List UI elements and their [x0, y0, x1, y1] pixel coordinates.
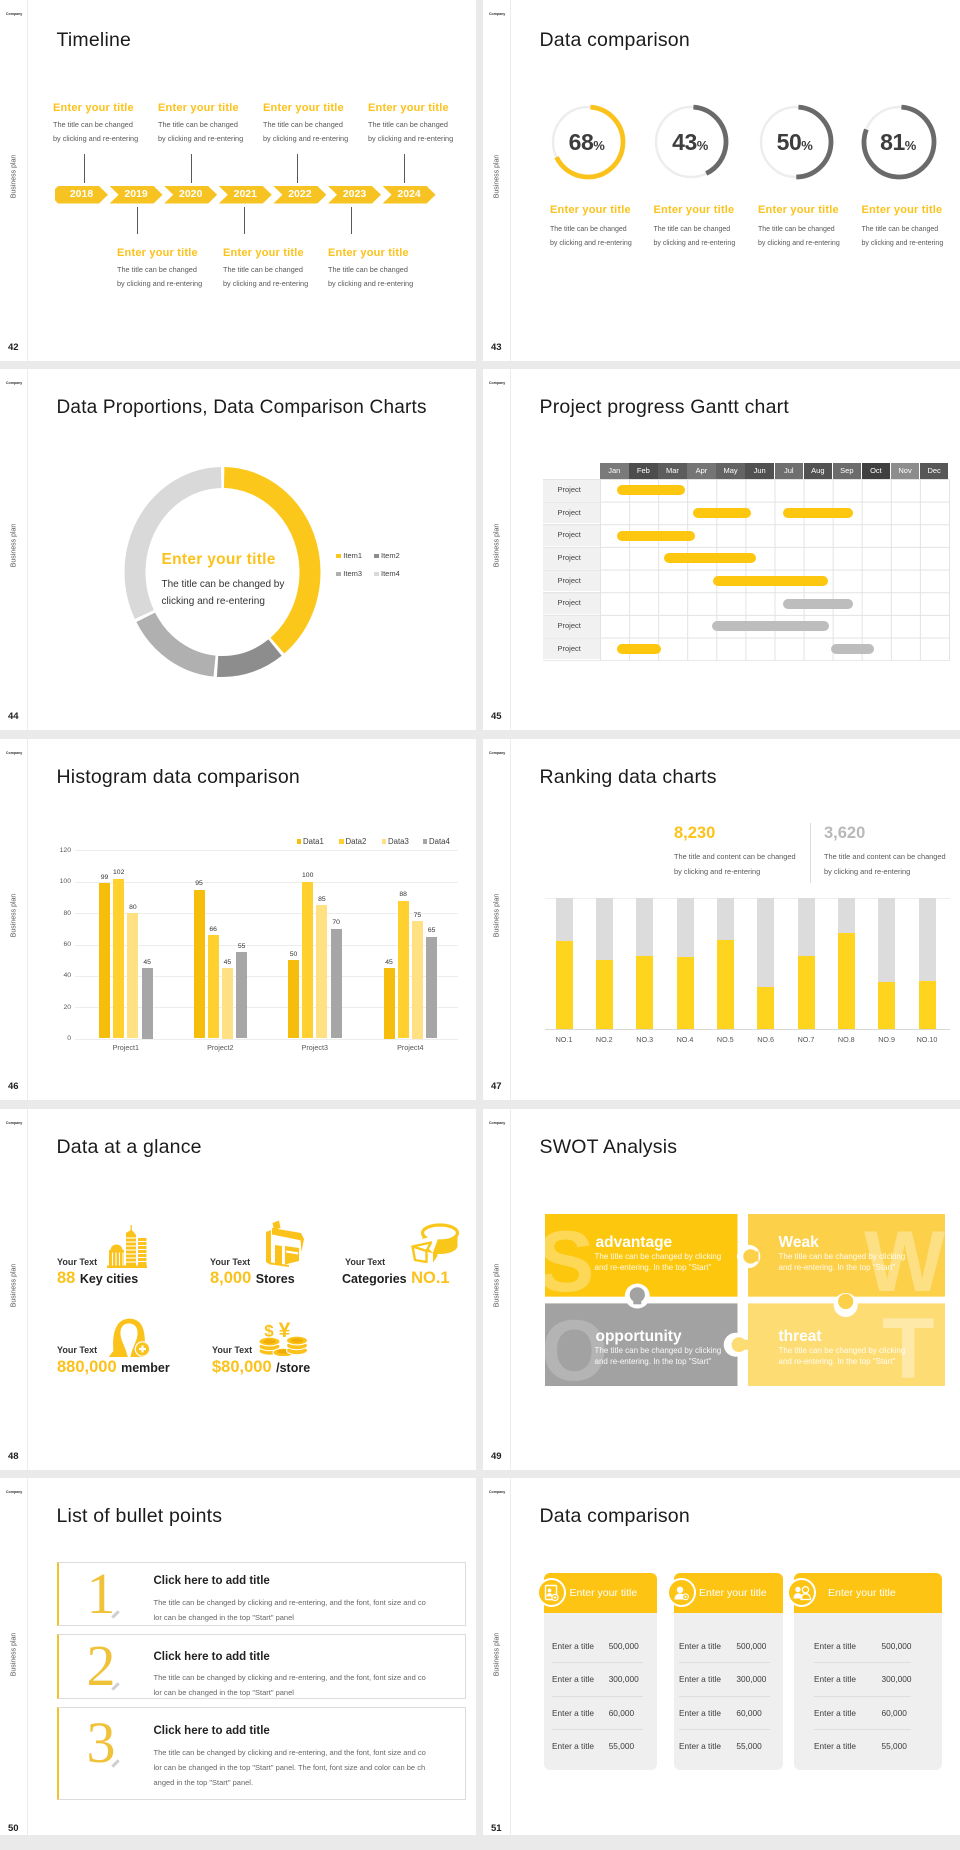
svg-text:O: O: [545, 1303, 608, 1386]
svg-text:T: T: [882, 1301, 935, 1386]
svg-text:$: $: [264, 1322, 274, 1341]
svg-text:S: S: [545, 1214, 594, 1310]
svg-text:W: W: [864, 1214, 945, 1310]
svg-text:¥: ¥: [279, 1319, 291, 1342]
